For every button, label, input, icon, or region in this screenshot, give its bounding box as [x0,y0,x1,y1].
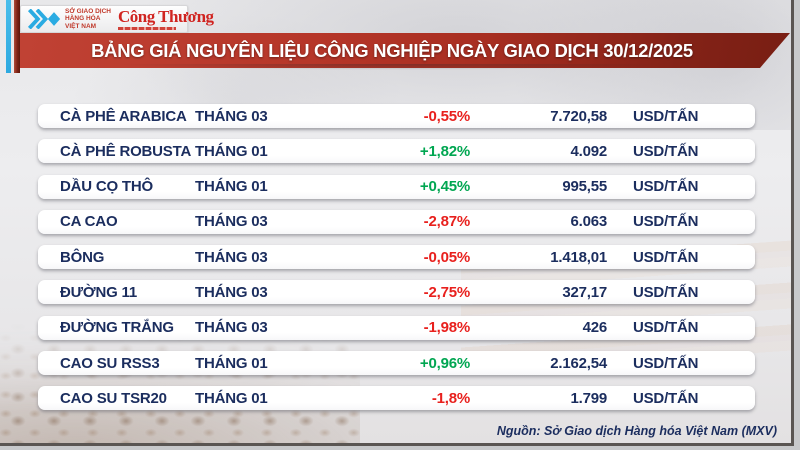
table-row: BÔNG THÁNG 03 -0,05% 1.418,01 USD/TẤN [38,245,755,270]
commodity-name: DẦU CỌ THÔ [60,178,153,196]
price-unit: USD/TẤN [633,283,699,301]
page-title: BẢNG GIÁ NGUYÊN LIỆU CÔNG NGHIỆP NGÀY GI… [91,39,693,61]
commodity-name: ĐƯỜNG 11 [60,283,137,301]
price-unit: USD/TẤN [633,389,699,407]
change-percent: -0,55% [423,107,471,125]
change-percent: -1,98% [423,319,471,337]
table-row: ĐƯỜNG TRẮNG THÁNG 03 -1,98% 426 USD/TẤN [38,315,755,340]
mxv-logo-line2: HÀNG HÓA [65,15,101,23]
contract-month: THÁNG 03 [195,248,268,266]
contract-month: THÁNG 03 [195,213,268,231]
mxv-logo-icon [27,9,61,29]
logo-bar: SỞ GIAO DỊCH HÀNG HÓA VIỆT NAM Công Thươ… [20,5,214,33]
price-unit: USD/TẤN [633,213,699,231]
price-value: 1.799 [570,389,607,407]
table-row: CAO SU RSS3 THÁNG 01 +0,96% 2.162,54 USD… [38,351,755,376]
contract-month: THÁNG 03 [195,283,268,301]
mxv-logo-line3: VIỆT NAM [65,22,97,30]
contract-month: THÁNG 01 [195,142,268,160]
price-value: 327,17 [562,283,607,301]
table-row: CA CAO THÁNG 03 -2,87% 6.063 USD/TẤN [38,209,755,234]
price-unit: USD/TẤN [633,248,699,266]
price-unit: USD/TẤN [633,319,699,337]
commodity-name: CÀ PHÊ ROBUSTA [60,142,192,160]
table-row: DẦU CỌ THÔ THÁNG 01 +0,45% 995,55 USD/TẤ… [38,174,755,199]
mxv-logo-diamond [47,12,61,26]
title-banner-shadow [22,64,762,72]
mxv-logo: SỞ GIAO DỊCH HÀNG HÓA VIỆT NAM [26,8,111,31]
price-unit: USD/TẤN [633,142,699,160]
left-accent-stripe-red [14,0,20,73]
mxv-logo-text: SỞ GIAO DỊCH HÀNG HÓA VIỆT NAM [65,8,111,31]
source-note: Nguồn: Sở Giao dịch Hàng hóa Việt Nam (M… [496,424,777,438]
price-value: 1.418,01 [550,248,607,266]
change-percent: +1,82% [419,142,470,160]
change-percent: -2,87% [423,213,471,231]
mxv-logo-line1: SỞ GIAO DỊCH [65,7,111,15]
change-percent: -2,75% [423,283,471,301]
commodity-name: CA CAO [60,213,118,231]
contract-month: THÁNG 03 [195,319,268,337]
price-table: CÀ PHÊ ARABICA THÁNG 03 -0,55% 7.720,58 … [38,104,755,422]
commodity-name: CAO SU RSS3 [60,354,160,372]
price-value: 2.162,54 [550,354,607,372]
commodity-name: ĐƯỜNG TRẮNG [60,319,174,337]
table-row: ĐƯỜNG 11 THÁNG 03 -2,75% 327,17 USD/TẤN [38,280,755,305]
price-unit: USD/TẤN [633,354,699,372]
price-unit: USD/TẤN [633,107,699,125]
change-percent: -1,8% [431,389,470,407]
change-percent: +0,45% [419,178,470,196]
commodity-name: CAO SU TSR20 [60,389,167,407]
title-banner: BẢNG GIÁ NGUYÊN LIỆU CÔNG NGHIỆP NGÀY GI… [20,33,790,68]
congthuong-logo: Công Thương [116,8,214,30]
price-value: 7.720,58 [550,107,607,125]
commodity-name: BÔNG [60,248,105,266]
price-value: 6.063 [570,213,607,231]
contract-month: THÁNG 01 [195,354,268,372]
price-value: 995,55 [562,178,607,196]
price-value: 4.092 [570,142,607,160]
change-percent: -0,05% [423,248,471,266]
congthuong-logo-text: Công Thương [118,7,214,26]
contract-month: THÁNG 01 [195,389,268,407]
change-percent: +0,96% [419,354,470,372]
table-row: CÀ PHÊ ROBUSTA THÁNG 01 +1,82% 4.092 USD… [38,139,755,164]
congthuong-tagline [118,27,176,30]
price-value: 426 [582,319,608,337]
left-accent-stripe-blue [6,0,11,73]
price-unit: USD/TẤN [633,178,699,196]
table-row: CAO SU TSR20 THÁNG 01 -1,8% 1.799 USD/TẤ… [38,386,755,411]
contract-month: THÁNG 01 [195,178,268,196]
contract-month: THÁNG 03 [195,107,268,125]
commodity-name: CÀ PHÊ ARABICA [60,107,187,125]
table-row: CÀ PHÊ ARABICA THÁNG 03 -0,55% 7.720,58 … [38,104,755,128]
